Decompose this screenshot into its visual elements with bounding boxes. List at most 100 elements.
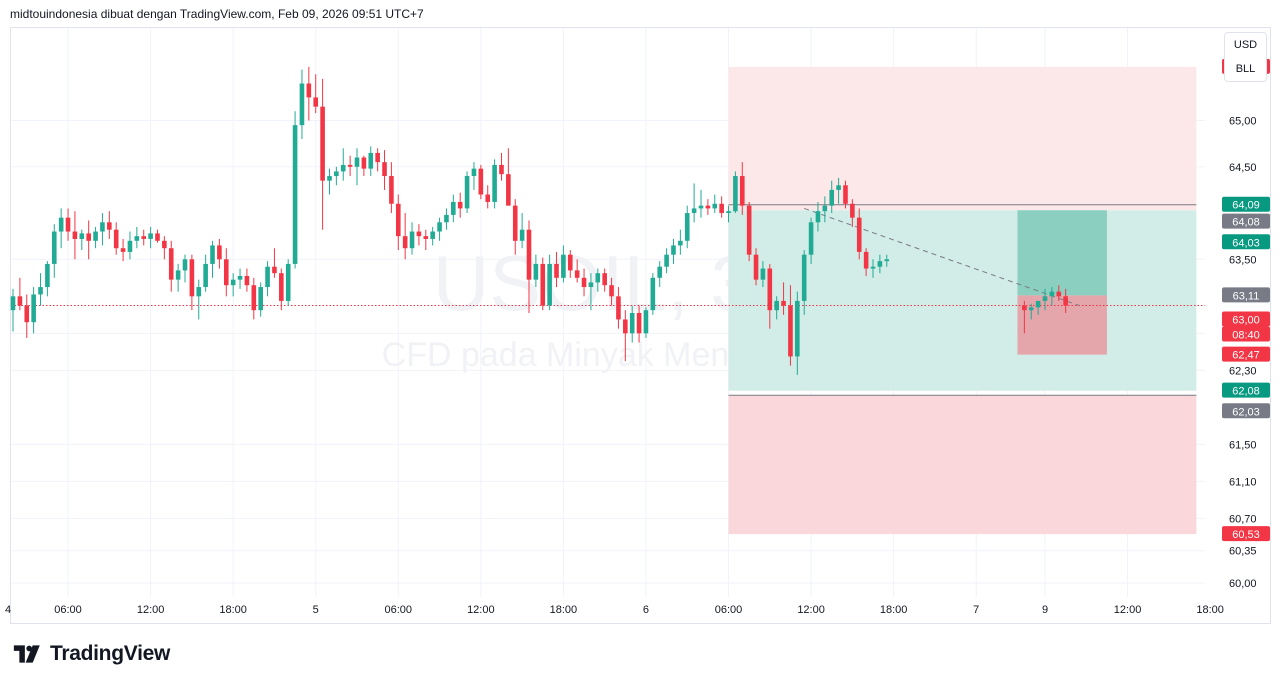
candle-up bbox=[430, 231, 435, 239]
x-tick-label: 12:00 bbox=[137, 604, 165, 616]
candle-up bbox=[774, 300, 779, 311]
x-tick-label: 18:00 bbox=[880, 604, 908, 616]
target-zone bbox=[728, 66, 1197, 211]
candle-down bbox=[850, 203, 855, 218]
candle-up bbox=[829, 189, 835, 206]
candle-down bbox=[313, 97, 319, 107]
candle-up bbox=[519, 229, 525, 241]
candle-up bbox=[1042, 296, 1048, 301]
candle-up bbox=[79, 233, 85, 239]
candle-down bbox=[863, 251, 869, 269]
candle-up bbox=[409, 231, 415, 249]
y-tick-label: 60,00 bbox=[1229, 578, 1257, 590]
candle-down bbox=[65, 217, 71, 232]
candle-up bbox=[265, 266, 270, 288]
price-tag-label: 60,53 bbox=[1232, 529, 1260, 541]
candle-down bbox=[155, 233, 160, 241]
candle-up bbox=[31, 294, 36, 323]
price-tag bbox=[1222, 234, 1270, 250]
trend-line bbox=[804, 207, 1080, 307]
candle-up bbox=[678, 240, 683, 246]
candle-down bbox=[499, 164, 504, 175]
price-tag-label: 64,09 bbox=[1232, 200, 1260, 212]
y-tick-label: 63,50 bbox=[1229, 254, 1257, 266]
candle-up bbox=[210, 245, 215, 264]
candle-up bbox=[547, 263, 552, 306]
chart-header: midtouindonesia dibuat dengan TradingVie… bbox=[10, 7, 424, 21]
candle-up bbox=[801, 254, 807, 301]
candle-down bbox=[375, 152, 380, 163]
currency-label: USD bbox=[1233, 39, 1258, 51]
candle-up bbox=[299, 83, 305, 126]
candle-down bbox=[856, 217, 862, 252]
candle-up bbox=[629, 312, 635, 334]
candle-down bbox=[107, 222, 112, 230]
candle-down bbox=[636, 312, 642, 334]
entry-zone bbox=[728, 210, 1197, 391]
price-tag bbox=[1222, 346, 1270, 362]
candle-down bbox=[540, 263, 546, 306]
candle-down bbox=[113, 229, 119, 249]
candle-up bbox=[808, 222, 814, 255]
candle-up bbox=[237, 275, 243, 280]
x-tick-label: 9 bbox=[1042, 604, 1048, 616]
candle-down bbox=[189, 259, 195, 297]
candle-up bbox=[444, 214, 449, 223]
candle-up bbox=[38, 287, 43, 295]
candle-down bbox=[457, 201, 463, 209]
candle-down bbox=[623, 319, 628, 334]
x-tick-label: 5 bbox=[313, 604, 319, 616]
candle-down bbox=[423, 236, 429, 239]
candle-down bbox=[361, 157, 367, 169]
candle-up bbox=[230, 279, 236, 286]
candle-down bbox=[217, 245, 222, 260]
candle-up bbox=[354, 157, 360, 167]
tradingview-logo[interactable]: TradingView bbox=[12, 642, 170, 666]
candle-up bbox=[292, 125, 298, 264]
candle-up bbox=[1035, 300, 1041, 308]
price-tag-label: 08:40 bbox=[1232, 330, 1260, 342]
candle-down bbox=[843, 185, 848, 204]
price-tag-label: 63,11 bbox=[1233, 290, 1260, 302]
candle-up bbox=[561, 254, 566, 278]
candle-up bbox=[822, 205, 828, 212]
candle-down bbox=[526, 229, 532, 280]
candle-up bbox=[100, 222, 105, 232]
candle-down bbox=[478, 168, 484, 195]
candle-up bbox=[93, 231, 98, 241]
candle-up bbox=[471, 168, 477, 177]
candle-down bbox=[389, 176, 394, 204]
x-tick-label: 12:00 bbox=[467, 604, 495, 616]
price-tag bbox=[1222, 311, 1270, 327]
candle-down bbox=[753, 254, 759, 280]
candle-up bbox=[684, 213, 690, 241]
candle-down bbox=[244, 275, 250, 286]
x-tick-label: 18:00 bbox=[1196, 604, 1224, 616]
x-tick-label: 12:00 bbox=[1114, 604, 1142, 616]
currency-unit-button[interactable]: USD BLL bbox=[1224, 32, 1267, 82]
candle-up bbox=[258, 287, 263, 311]
y-tick-label: 64,50 bbox=[1229, 162, 1257, 174]
candle-up bbox=[464, 176, 470, 209]
candle-down bbox=[781, 300, 786, 306]
price-tag bbox=[1222, 526, 1270, 542]
x-tick-label: 06:00 bbox=[54, 604, 82, 616]
x-tick-label: 06:00 bbox=[385, 604, 413, 616]
x-tick-label: 06:00 bbox=[715, 604, 743, 616]
candle-down bbox=[272, 266, 277, 274]
y-tick-label: 60,70 bbox=[1229, 513, 1257, 525]
x-tick-label: 18:00 bbox=[219, 604, 247, 616]
candle-up bbox=[334, 171, 339, 177]
y-tick-label: 62,30 bbox=[1229, 365, 1257, 377]
candle-up bbox=[643, 310, 649, 334]
candle-down bbox=[1022, 305, 1027, 311]
price-tag-label: 64,08 bbox=[1232, 217, 1260, 229]
candle-down bbox=[416, 231, 422, 237]
candle-down bbox=[506, 174, 511, 206]
candle-up bbox=[877, 261, 883, 267]
candle-up bbox=[127, 240, 133, 252]
candle-down bbox=[223, 259, 229, 286]
candle-down bbox=[746, 205, 752, 255]
candle-up bbox=[148, 233, 153, 239]
